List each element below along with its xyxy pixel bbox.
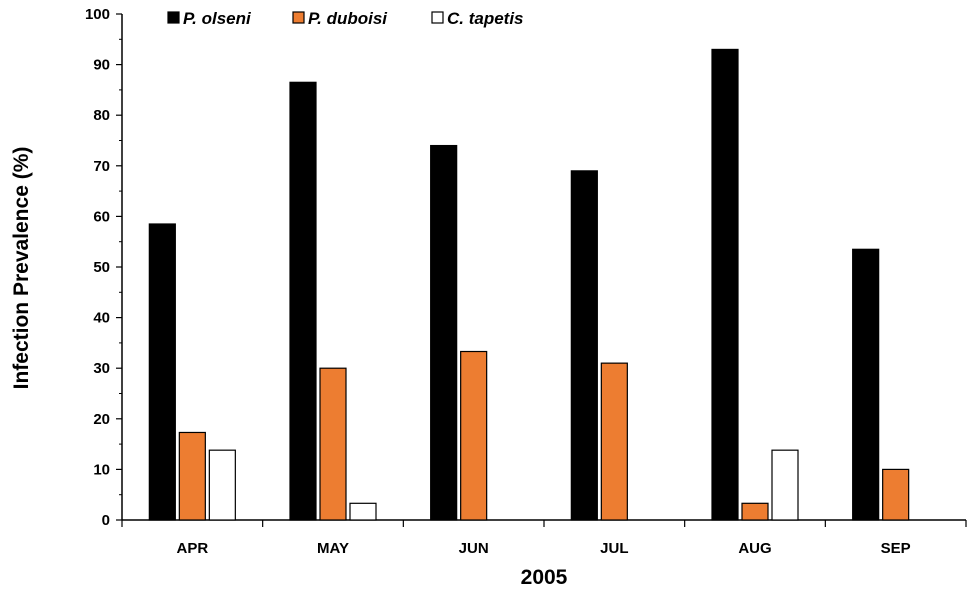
x-axis-title: 2005 — [521, 566, 568, 589]
x-axis: APR MAY JUN JUL AUG SEP — [121, 519, 967, 557]
bar-p-duboisi-jul — [600, 362, 628, 521]
bar-p-duboisi-apr — [178, 431, 206, 521]
bar-p-olseni-may — [289, 81, 317, 521]
bar-p-duboisi-jun — [460, 350, 488, 521]
bar-p-duboisi-sep — [882, 468, 910, 521]
bar-c-tapetis-may — [349, 502, 377, 521]
y-tick-label: 20 — [93, 411, 110, 428]
bar-p-olseni-aug — [711, 48, 739, 521]
bar-p-olseni-jun — [430, 144, 458, 521]
y-tick-label: 100 — [85, 6, 110, 23]
y-tick-label: 50 — [93, 259, 110, 276]
bar-p-olseni-apr — [148, 223, 176, 521]
category-label: SEP — [881, 540, 911, 557]
bars — [148, 48, 910, 521]
y-tick-label: 70 — [93, 158, 110, 175]
category-label: MAY — [317, 540, 349, 557]
bar-c-tapetis-apr — [208, 449, 236, 521]
y-axis: 0 10 20 30 40 50 60 70 80 90 100 — [85, 6, 123, 529]
y-tick-label: 10 — [93, 461, 110, 478]
y-tick-label: 0 — [102, 512, 110, 529]
category-label: JUN — [459, 540, 489, 557]
legend-swatch — [431, 11, 444, 24]
category-label: APR — [176, 540, 208, 557]
y-tick-label: 30 — [93, 360, 110, 377]
y-tick-label: 90 — [93, 57, 110, 74]
bar-p-duboisi-aug — [741, 502, 769, 521]
category-label: JUL — [600, 540, 628, 557]
bar-p-duboisi-may — [319, 367, 347, 521]
y-axis-title: Infection Prevalence (%) — [10, 147, 33, 390]
legend-swatch — [167, 11, 180, 24]
legend-swatch — [292, 11, 305, 24]
legend-label: P. duboisi — [308, 9, 388, 28]
category-label: AUG — [738, 540, 771, 557]
legend: P. olseni P. duboisi C. tapetis — [167, 9, 524, 28]
bar-c-tapetis-aug — [771, 449, 799, 521]
y-tick-label: 40 — [93, 310, 110, 327]
bar-p-olseni-sep — [852, 248, 880, 521]
y-tick-label: 60 — [93, 208, 110, 225]
bar-p-olseni-jul — [570, 170, 598, 521]
y-tick-label: 80 — [93, 107, 110, 124]
legend-label: C. tapetis — [447, 9, 524, 28]
legend-label: P. olseni — [183, 9, 252, 28]
